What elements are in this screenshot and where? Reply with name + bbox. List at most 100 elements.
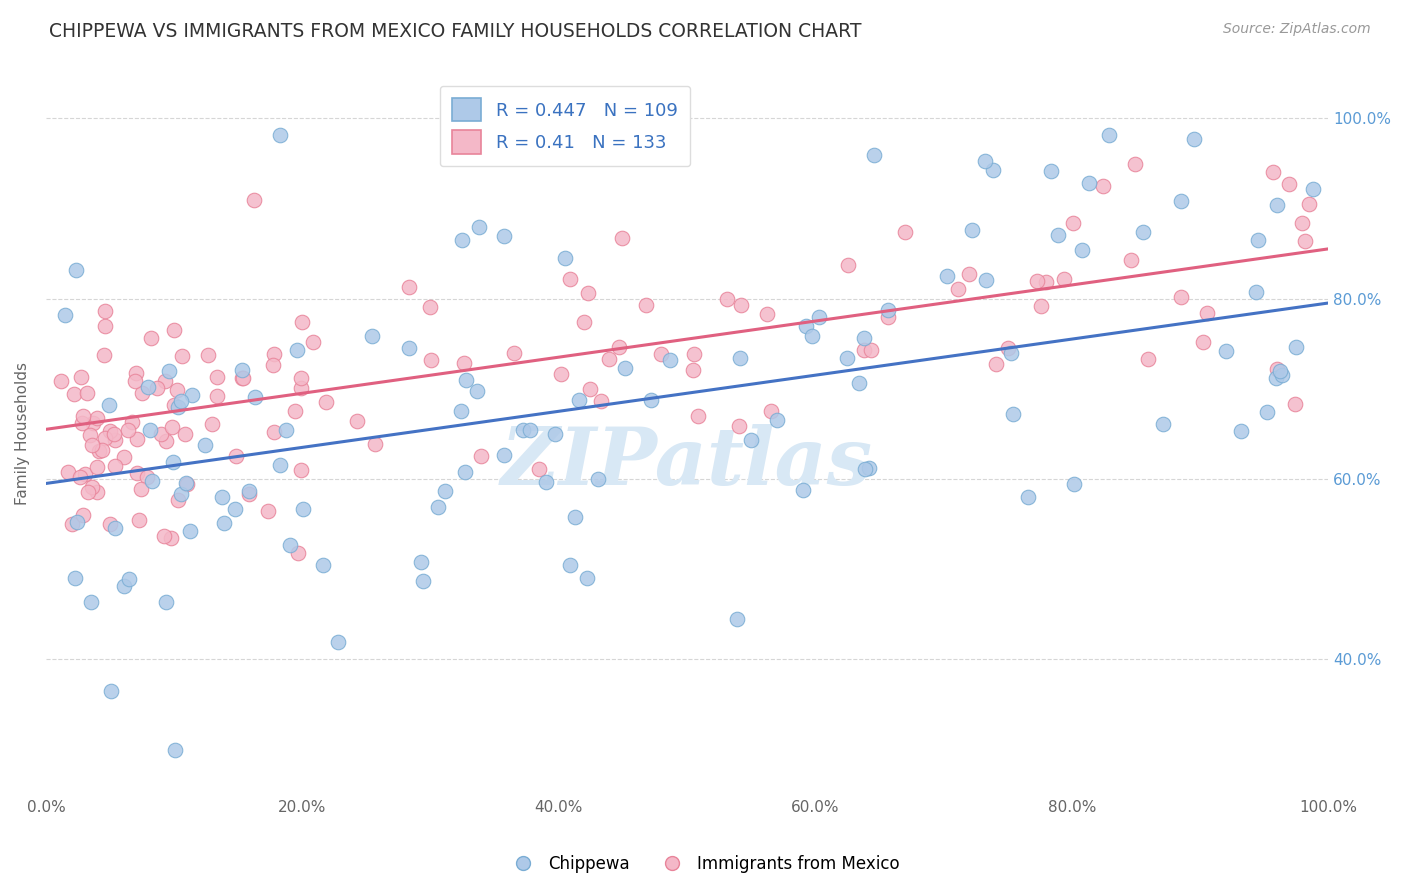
Point <box>1053 271 1076 285</box>
Point <box>112 450 135 464</box>
Point <box>412 574 434 588</box>
Point <box>112 579 135 593</box>
Point <box>242 193 264 207</box>
Point <box>1098 128 1121 143</box>
Point <box>1002 407 1025 421</box>
Point <box>124 374 146 388</box>
Point <box>179 524 201 538</box>
Point <box>740 433 762 447</box>
Point <box>1192 334 1215 349</box>
Point <box>63 572 86 586</box>
Point <box>79 427 101 442</box>
Point <box>1302 182 1324 196</box>
Point <box>291 502 314 516</box>
Point <box>586 472 609 486</box>
Point <box>858 460 880 475</box>
Point <box>568 392 591 407</box>
Text: CHIPPEWA VS IMMIGRANTS FROM MEXICO FAMILY HOUSEHOLDS CORRELATION CHART: CHIPPEWA VS IMMIGRANTS FROM MEXICO FAMIL… <box>49 22 862 41</box>
Point <box>1261 165 1284 179</box>
Point <box>1047 227 1070 242</box>
Point <box>163 398 186 412</box>
Point <box>243 390 266 404</box>
Point <box>91 443 114 458</box>
Point <box>76 485 98 500</box>
Point <box>984 358 1007 372</box>
Point <box>224 501 246 516</box>
Point <box>94 319 117 334</box>
Point <box>398 341 420 355</box>
Point <box>727 612 749 626</box>
Point <box>302 335 325 350</box>
Point <box>536 475 558 489</box>
Point <box>957 268 980 282</box>
Point <box>167 400 190 414</box>
Point <box>125 466 148 480</box>
Point <box>1062 216 1084 230</box>
Point <box>682 363 704 377</box>
Point <box>894 225 917 239</box>
Point <box>118 572 141 586</box>
Point <box>835 351 858 365</box>
Point <box>433 484 456 499</box>
Point <box>974 154 997 169</box>
Point <box>145 381 167 395</box>
Point <box>1291 216 1313 230</box>
Point <box>155 595 177 609</box>
Point <box>1265 371 1288 385</box>
Point <box>848 376 870 391</box>
Point <box>232 371 254 385</box>
Point <box>360 329 382 343</box>
Point <box>1132 225 1154 239</box>
Point <box>1035 275 1057 289</box>
Point <box>153 529 176 543</box>
Point <box>150 426 173 441</box>
Point <box>1078 176 1101 190</box>
Point <box>117 423 139 437</box>
Point <box>560 558 582 572</box>
Point <box>1017 490 1039 504</box>
Point <box>997 341 1019 355</box>
Point <box>65 263 87 277</box>
Point <box>139 331 162 345</box>
Point <box>80 479 103 493</box>
Point <box>1247 233 1270 247</box>
Point <box>290 462 312 476</box>
Point <box>579 383 602 397</box>
Point <box>104 458 127 473</box>
Point <box>550 367 572 381</box>
Point <box>100 683 122 698</box>
Point <box>290 371 312 385</box>
Point <box>278 538 301 552</box>
Point <box>853 343 876 358</box>
Point <box>205 389 228 403</box>
Point <box>194 438 217 452</box>
Point <box>131 386 153 401</box>
Point <box>1063 476 1085 491</box>
Point <box>205 370 228 384</box>
Point <box>1026 273 1049 287</box>
Point <box>470 449 492 463</box>
Point <box>256 503 278 517</box>
Point <box>181 388 204 402</box>
Point <box>169 393 191 408</box>
Point <box>211 490 233 504</box>
Point <box>326 634 349 648</box>
Point <box>165 743 187 757</box>
Point <box>124 366 146 380</box>
Point <box>451 233 474 247</box>
Point <box>290 381 312 395</box>
Point <box>70 370 93 384</box>
Point <box>589 394 612 409</box>
Point <box>312 558 335 573</box>
Point <box>529 461 551 475</box>
Text: ZIPatlas: ZIPatlas <box>501 424 873 501</box>
Point <box>49 375 72 389</box>
Point <box>1195 306 1218 320</box>
Point <box>103 426 125 441</box>
Point <box>86 411 108 425</box>
Point <box>519 423 541 437</box>
Point <box>1170 194 1192 208</box>
Point <box>560 272 582 286</box>
Point <box>688 409 710 423</box>
Point <box>285 343 308 357</box>
